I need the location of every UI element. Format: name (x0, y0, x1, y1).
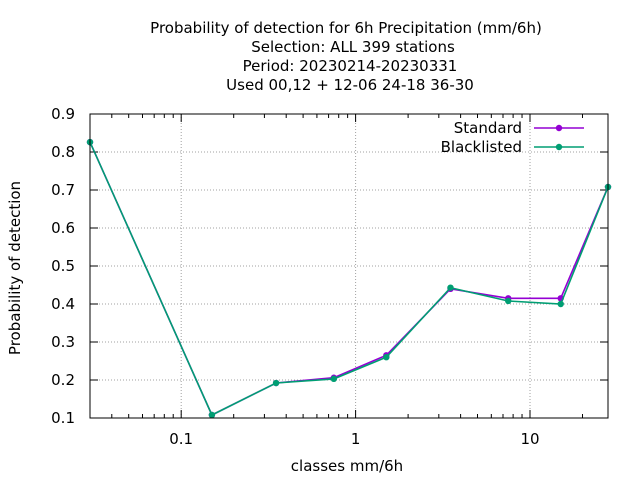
x-tick-label: 0.1 (169, 430, 193, 448)
legend-label-2: Blacklisted (441, 138, 522, 156)
legend-marker-1 (555, 124, 563, 132)
y-tick-label: 0.8 (51, 143, 75, 161)
series-2-point (447, 284, 454, 291)
title-line-1: Probability of detection for 6h Precipit… (150, 19, 542, 37)
y-axis-ticks: 0.1 0.2 0.3 0.4 0.5 0.6 0.7 0.8 0.9 (51, 105, 608, 427)
plot-border (89, 113, 609, 419)
series-group (86, 138, 612, 419)
y-tick-label: 0.1 (51, 409, 75, 427)
series-2-point (505, 297, 512, 305)
series-2-point (383, 354, 390, 361)
legend-label-1: Standard (454, 119, 522, 137)
series-2-point (208, 411, 216, 419)
series-2-point (557, 300, 564, 308)
chart-title: Probability of detection for 6h Precipit… (150, 19, 542, 94)
y-tick-label: 0.9 (51, 105, 75, 123)
y-tick-label: 0.5 (51, 257, 75, 275)
series-2-point (272, 379, 280, 387)
y-axis-label: Probability of detection (6, 181, 24, 355)
y-tick-label: 0.3 (51, 333, 75, 351)
x-axis-label: classes mm/6h (291, 457, 403, 475)
x-tick-label: 1 (351, 430, 361, 448)
y-tick-label: 0.4 (51, 295, 75, 313)
y-tick-label: 0.7 (51, 181, 75, 199)
legend-marker-2 (555, 143, 563, 151)
y-tick-label: 0.2 (51, 371, 75, 389)
x-axis-ticks: 0.1 1 10 (111, 114, 584, 448)
grid-lines (90, 114, 608, 418)
title-line-3: Period: 20230214-20230331 (243, 57, 458, 75)
title-line-2: Selection: ALL 399 stations (251, 38, 455, 56)
y-tick-label: 0.6 (51, 219, 75, 237)
x-tick-label: 10 (520, 430, 539, 448)
series-2-point (330, 375, 338, 383)
title-line-4: Used 00,12 + 12-06 24-18 36-30 (226, 76, 474, 94)
